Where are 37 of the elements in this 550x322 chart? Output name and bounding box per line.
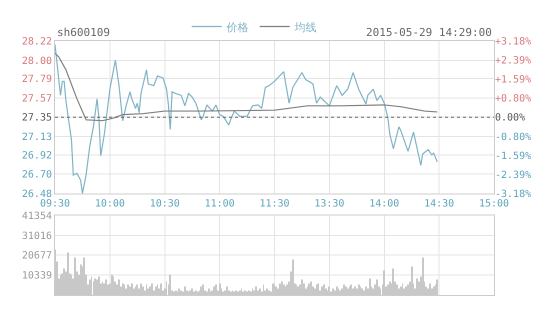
- y2-tick-label: 0.00%: [495, 112, 526, 124]
- legend-label: 均线: [294, 20, 317, 34]
- y-tick-label: 27.79: [22, 74, 52, 86]
- y-tick-label: 20677: [22, 250, 52, 262]
- y2-tick-label: -0.80%: [495, 132, 532, 143]
- y2-tick-label: -2.39%: [495, 170, 532, 181]
- x-tick-label: 11:30: [259, 198, 290, 210]
- y-tick-label: 27.13: [22, 132, 52, 143]
- y-tick-label: 28.22: [22, 36, 52, 48]
- y-tick-label: 26.48: [22, 188, 52, 200]
- y-tick-label: 41354: [22, 211, 52, 222]
- y-tick-label: 26.70: [22, 170, 52, 181]
- y2-tick-label: +3.18%: [495, 36, 532, 48]
- y2-tick-label: -1.59%: [495, 150, 532, 162]
- y-tick-label: 26.92: [22, 150, 52, 162]
- y2-tick-label: -3.18%: [495, 188, 532, 200]
- line-series: [55, 52, 438, 122]
- x-tick-label: 13:30: [314, 198, 344, 210]
- y2-tick-label: +1.59%: [495, 74, 532, 86]
- y-tick-label: 27.57: [22, 93, 52, 104]
- y2-tick-label: +0.80%: [495, 94, 532, 105]
- legend-label: 价格: [226, 20, 249, 34]
- x-tick-label: 14:30: [424, 198, 454, 210]
- y-tick-label: 27.35: [22, 112, 52, 124]
- x-tick-label: 11:00: [204, 198, 235, 210]
- text: 2015-05-29 14:29:00: [366, 26, 492, 39]
- line-series: [55, 44, 438, 194]
- x-tick-label: 09:30: [40, 198, 70, 210]
- y-tick-label: 31016: [22, 230, 52, 242]
- y-tick-label: 10339: [22, 270, 52, 282]
- x-tick-label: 15:00: [478, 198, 510, 210]
- chart-title: sh600109: [57, 26, 110, 39]
- x-tick-label: 14:00: [369, 198, 400, 210]
- y-tick-label: 28.00: [22, 56, 52, 67]
- x-tick-label: 10:00: [94, 198, 125, 210]
- x-tick-label: 10:30: [150, 198, 180, 210]
- y2-tick-label: +2.39%: [495, 55, 532, 66]
